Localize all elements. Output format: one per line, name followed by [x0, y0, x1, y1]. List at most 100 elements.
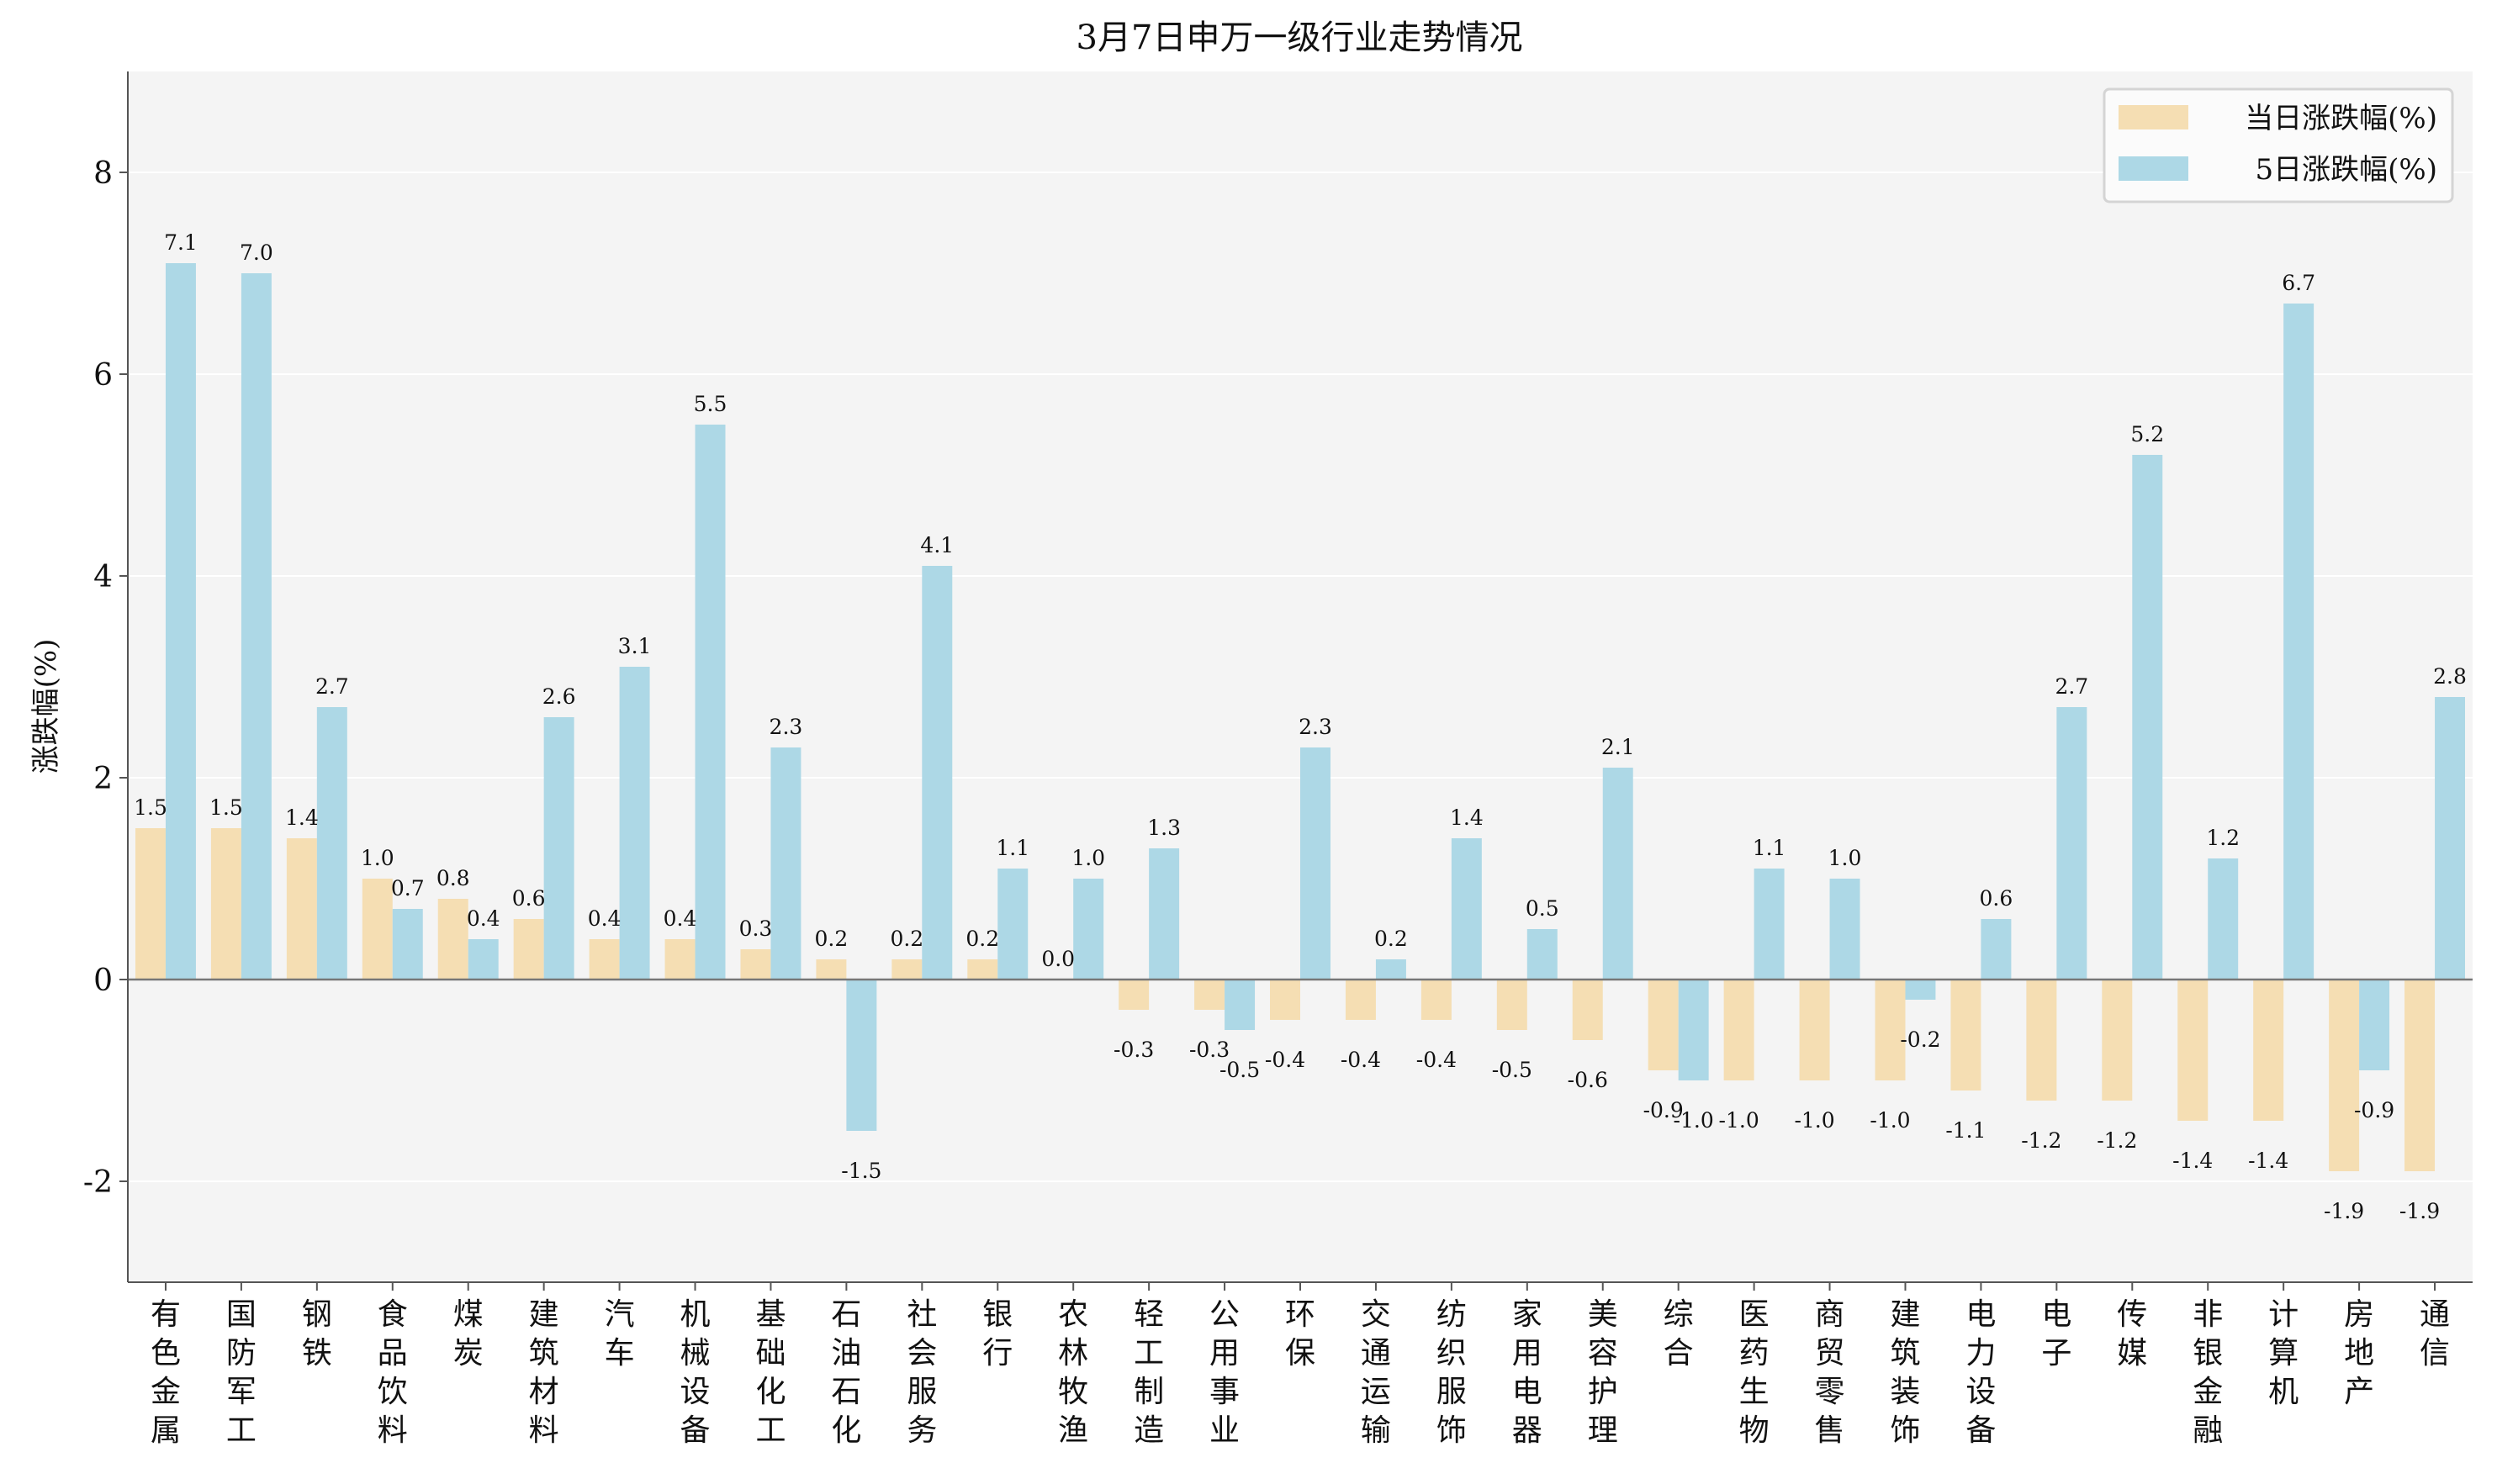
data-label: -0.2	[1900, 1027, 1940, 1052]
data-label: 1.0	[1828, 846, 1862, 870]
bar-daily	[2329, 980, 2359, 1171]
data-label: 1.4	[285, 805, 319, 830]
bar-daily	[1800, 980, 1830, 1080]
x-tick-label: 食品饮料	[378, 1297, 408, 1448]
bar-five-day	[1452, 838, 1482, 980]
bar-five-day	[2132, 455, 2162, 980]
bar-five-day	[1830, 879, 1860, 980]
x-tick-label: 交通运输	[1361, 1297, 1391, 1448]
data-label: 2.3	[770, 715, 803, 739]
x-tick-label: 银行	[982, 1297, 1013, 1370]
bar-daily	[1950, 980, 1981, 1091]
data-label: -1.0	[1719, 1108, 1759, 1133]
bar-daily	[1346, 980, 1376, 1020]
data-label: -0.4	[1265, 1048, 1305, 1072]
bar-five-day	[1905, 980, 1935, 1000]
y-tick-label: 8	[93, 156, 113, 191]
x-tick-label: 非银金融	[2193, 1297, 2223, 1448]
data-label: -0.3	[1114, 1038, 1154, 1062]
x-tick-label: 纺织服饰	[1436, 1297, 1467, 1448]
data-label: 0.4	[467, 906, 500, 931]
x-tick-label: 公用事业	[1209, 1297, 1240, 1448]
bar-five-day	[997, 869, 1028, 980]
x-tick-label: 综合	[1664, 1297, 1694, 1370]
bar-daily	[2102, 980, 2132, 1101]
data-label: 1.1	[1753, 836, 1786, 860]
data-label: 0.8	[436, 866, 470, 890]
x-tick-label: 家用电器	[1512, 1297, 1542, 1448]
chart-title: 3月7日申万一级行业走势情况	[1077, 18, 1523, 57]
legend-label: 5日涨跌幅(%)	[2256, 153, 2437, 187]
bar-daily	[211, 828, 241, 980]
x-tick-label: 机械设备	[680, 1297, 711, 1448]
data-label: 2.8	[2433, 664, 2467, 689]
data-label: -1.9	[2399, 1199, 2440, 1223]
bar-five-day	[1679, 980, 1709, 1080]
data-label: 6.7	[2282, 271, 2315, 295]
data-label: 1.5	[209, 795, 243, 820]
data-label: 1.1	[996, 836, 1029, 860]
data-label: -1.2	[2097, 1128, 2137, 1153]
bar-five-day	[1149, 848, 1179, 980]
data-label: 0.4	[588, 906, 622, 931]
legend-swatch	[2119, 105, 2188, 129]
bar-five-day	[1376, 959, 1406, 980]
bar-daily	[1421, 980, 1452, 1020]
data-label: 0.2	[1374, 927, 1408, 951]
bar-five-day	[2283, 304, 2314, 980]
data-label: 2.3	[1299, 715, 1332, 739]
x-tick-label: 煤炭	[453, 1297, 484, 1370]
bar-daily	[2404, 980, 2435, 1171]
data-label: -1.0	[1870, 1108, 1910, 1133]
x-tick-label: 基础化工	[755, 1297, 786, 1448]
bar-five-day	[1225, 980, 1255, 1030]
data-label: 0.4	[664, 906, 697, 931]
data-label: -1.9	[2324, 1199, 2364, 1223]
data-label: 0.6	[512, 886, 546, 911]
bar-five-day	[2435, 697, 2465, 980]
data-label: 5.2	[2130, 422, 2164, 446]
data-label: -0.9	[2354, 1098, 2394, 1122]
data-label: 1.5	[134, 795, 167, 820]
bar-daily	[816, 959, 846, 980]
data-label: 0.3	[739, 916, 773, 941]
bar-five-day	[696, 425, 726, 980]
data-label: 0.2	[965, 927, 999, 951]
data-label: -0.6	[1568, 1068, 1608, 1092]
data-label: 1.0	[1071, 846, 1105, 870]
data-label: 7.1	[164, 230, 198, 255]
bar-daily	[740, 949, 770, 980]
data-label: 2.1	[1601, 735, 1635, 759]
y-tick-label: -2	[83, 1165, 113, 1200]
data-label: 1.4	[1450, 805, 1484, 830]
data-label: 3.1	[618, 634, 652, 658]
bar-daily	[2177, 980, 2208, 1121]
bar-five-day	[317, 707, 347, 980]
data-label: -1.4	[2248, 1149, 2288, 1173]
bar-daily	[1270, 980, 1300, 1020]
x-tick-label: 房地产	[2344, 1297, 2374, 1409]
bar-five-day	[1527, 929, 1558, 980]
data-label: -0.4	[1341, 1048, 1381, 1072]
data-label: 2.6	[542, 684, 576, 709]
bar-daily	[514, 919, 544, 980]
x-tick-label: 汽车	[605, 1297, 635, 1370]
bar-daily	[1497, 980, 1527, 1030]
bar-five-day	[1073, 879, 1103, 980]
bar-five-day	[393, 909, 423, 980]
bar-daily	[2253, 980, 2283, 1121]
x-tick-label: 轻工制造	[1134, 1297, 1164, 1448]
bar-daily	[1724, 980, 1754, 1080]
x-tick-label: 社会服务	[907, 1297, 937, 1448]
bar-five-day	[846, 980, 876, 1131]
x-tick-label: 商贸零售	[1815, 1297, 1845, 1448]
bar-daily	[1194, 980, 1225, 1010]
bar-five-day	[544, 717, 574, 980]
data-label: -1.2	[2021, 1128, 2061, 1153]
data-label: -1.0	[1794, 1108, 1834, 1133]
bar-daily	[287, 838, 317, 980]
bar-five-day	[241, 273, 272, 980]
x-tick-label: 通信	[2420, 1297, 2450, 1370]
data-label: -0.4	[1416, 1048, 1457, 1072]
